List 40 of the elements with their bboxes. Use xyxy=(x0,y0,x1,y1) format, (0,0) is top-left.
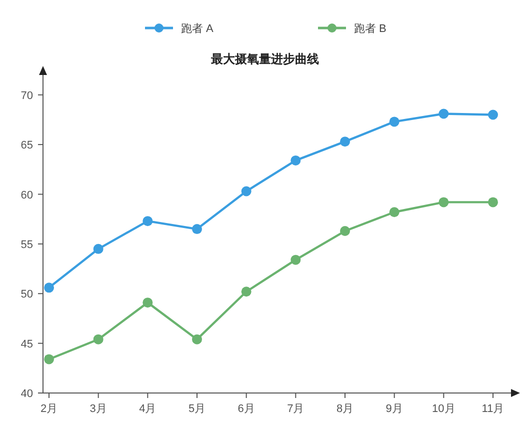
y-tick-label: 60 xyxy=(20,189,33,202)
legend-label: 跑者 A xyxy=(181,22,214,35)
y-tick-label: 40 xyxy=(20,388,33,400)
x-tick-label: 5月 xyxy=(188,403,206,415)
point xyxy=(340,136,350,147)
legend-label: 跑者 B xyxy=(354,22,386,35)
x-tick-label: 8月 xyxy=(336,403,354,415)
y-tick-label: 55 xyxy=(20,238,33,251)
point xyxy=(142,298,153,308)
point xyxy=(438,197,449,208)
point xyxy=(340,226,350,236)
point xyxy=(44,282,54,293)
point xyxy=(142,216,153,226)
point xyxy=(488,197,498,208)
x-tick-label: 10月 xyxy=(432,403,456,415)
point xyxy=(44,354,54,364)
point xyxy=(241,286,252,297)
point xyxy=(389,207,400,218)
x-tick-label: 3月 xyxy=(90,403,107,415)
y-tick-label: 50 xyxy=(20,288,33,301)
y-tick-label: 70 xyxy=(20,90,33,102)
x-tick-label: 2月 xyxy=(40,403,58,415)
point xyxy=(93,244,104,254)
point xyxy=(488,110,498,120)
x-tick-label: 11月 xyxy=(482,403,504,415)
y-tick-label: 65 xyxy=(20,140,33,152)
x-tick-label: 6月 xyxy=(238,403,255,415)
x-tick-label: 9月 xyxy=(386,403,403,415)
x-tick-label: 4月 xyxy=(139,403,156,415)
y-tick-label: 45 xyxy=(20,338,33,350)
point xyxy=(241,186,252,196)
chart-title: 最大摄氧量进步曲线 xyxy=(210,52,319,66)
point xyxy=(290,254,301,265)
point xyxy=(93,334,104,344)
point xyxy=(389,116,400,127)
x-tick-label: 7月 xyxy=(287,403,304,415)
point xyxy=(438,108,449,119)
point xyxy=(290,155,301,166)
point xyxy=(192,224,202,234)
point xyxy=(192,334,202,344)
